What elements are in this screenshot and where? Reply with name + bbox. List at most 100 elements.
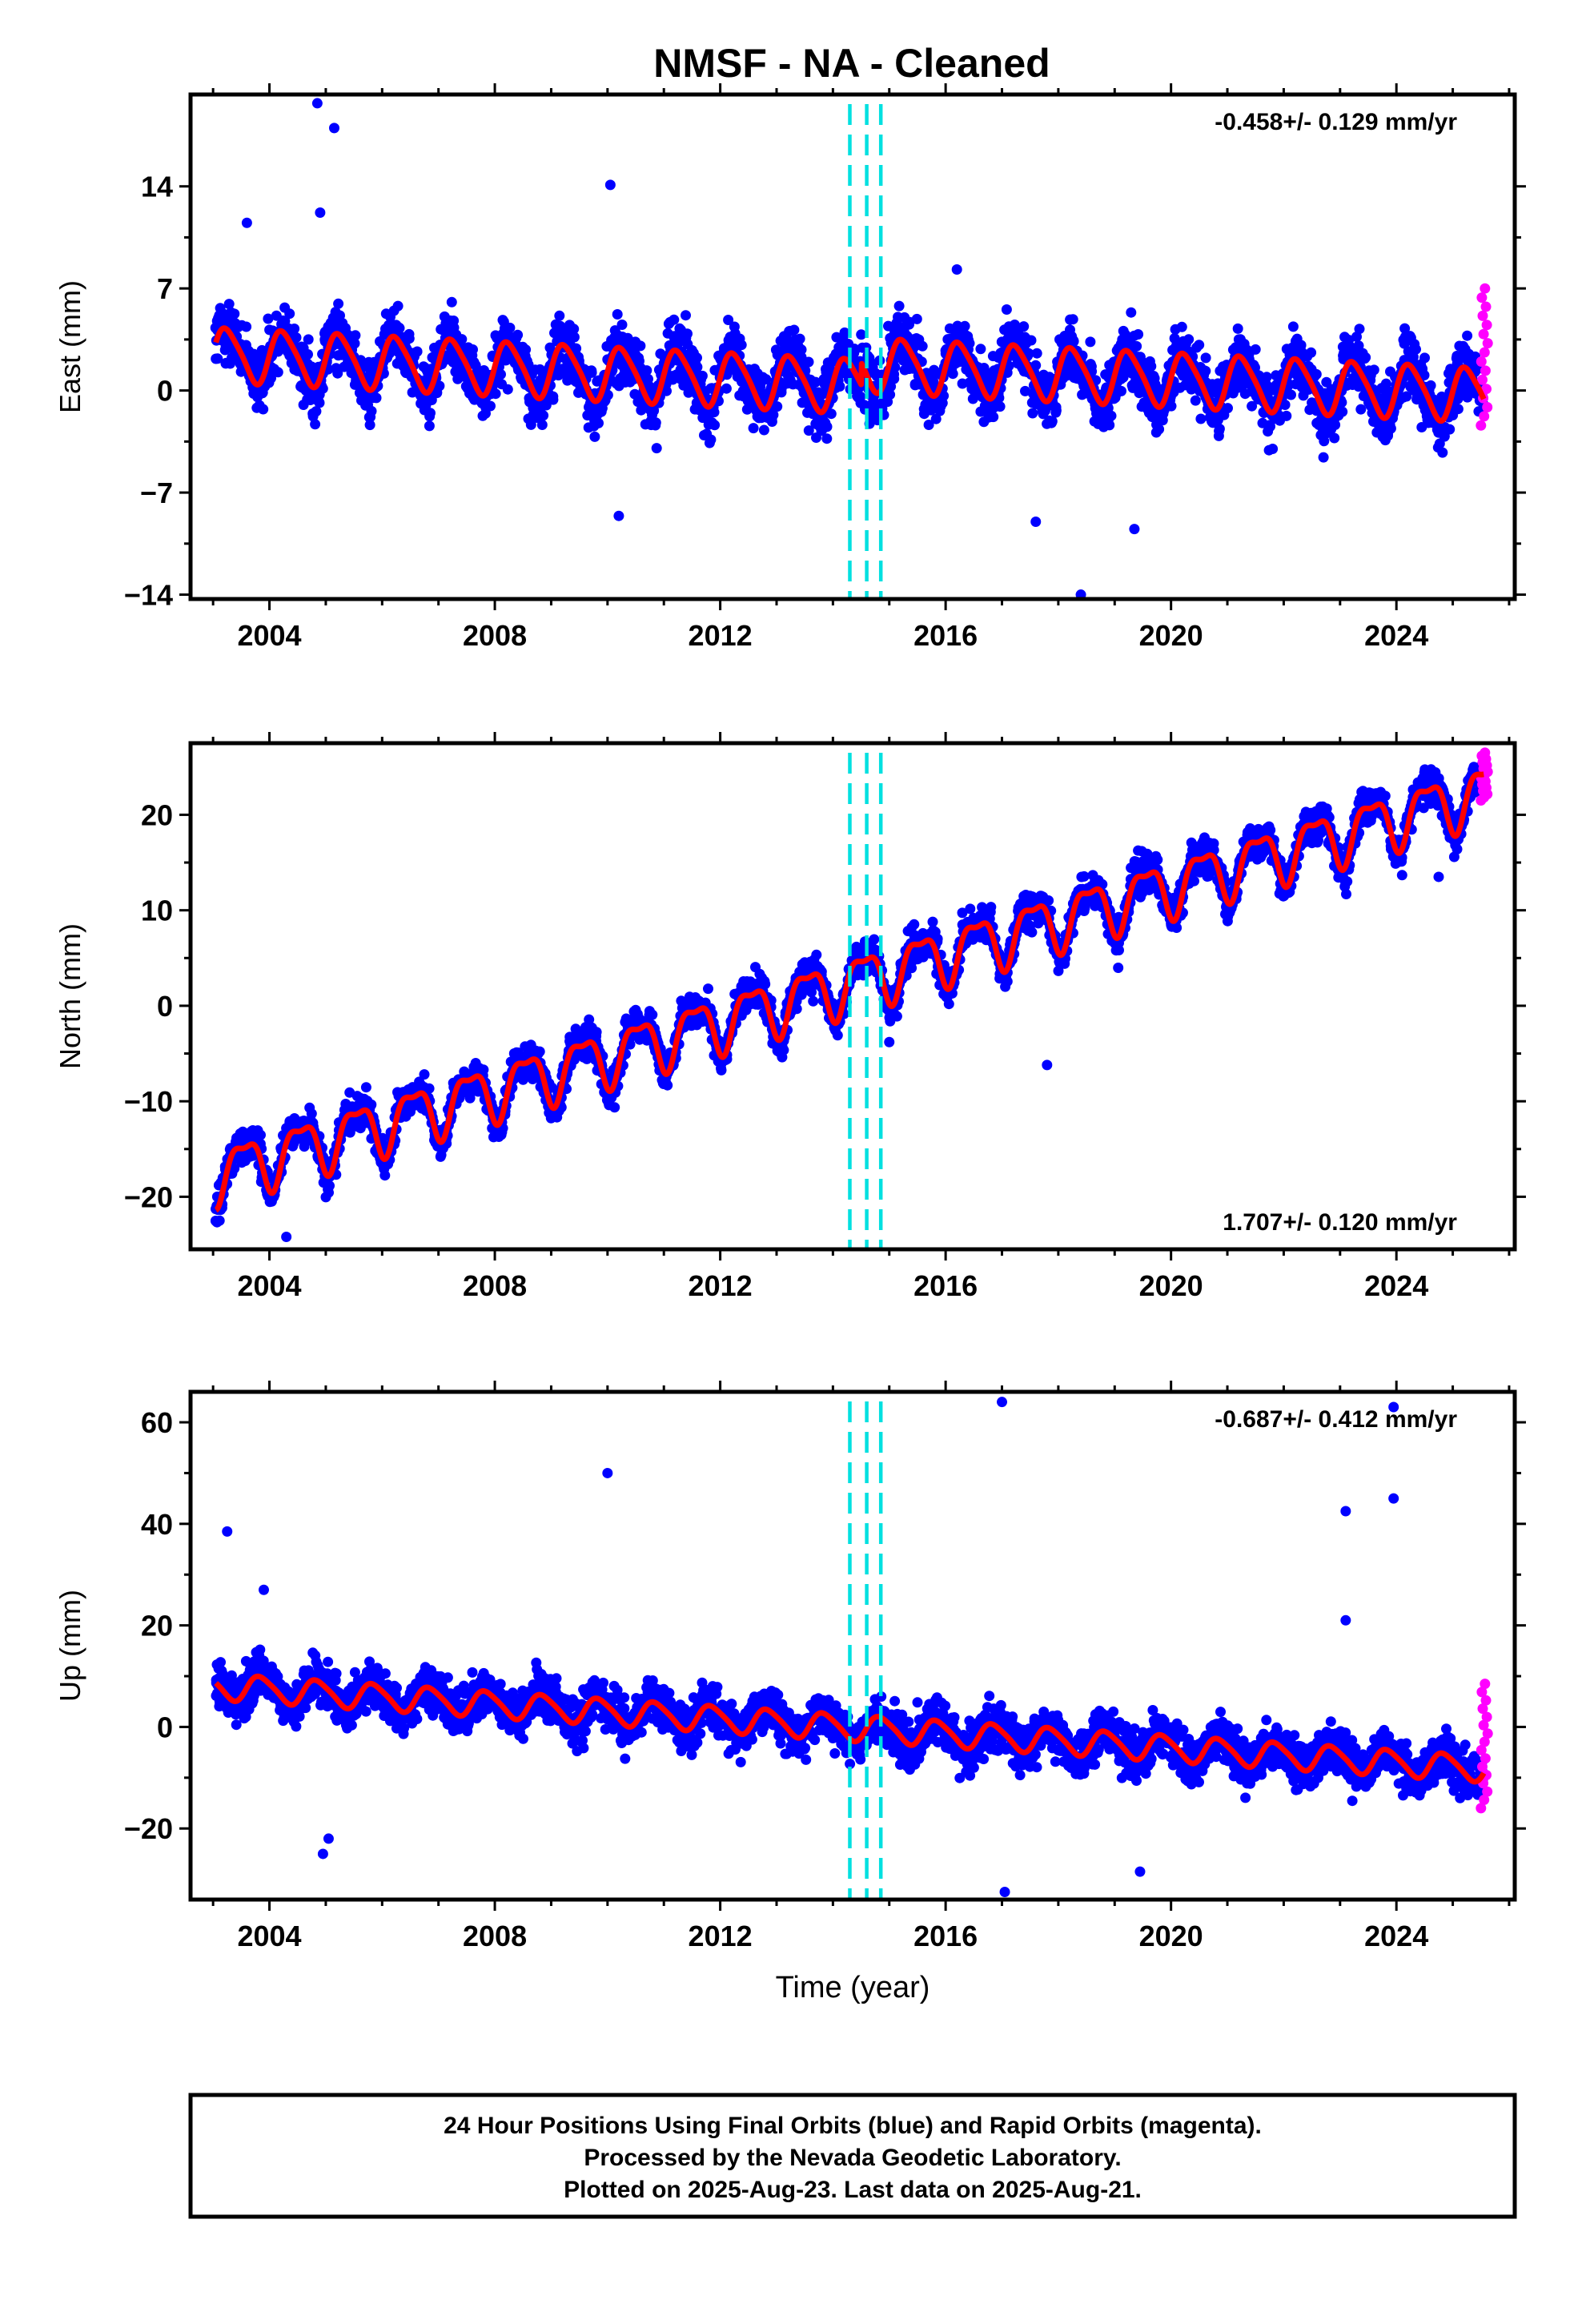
data-point-final [303,334,314,345]
data-point-final [263,313,274,324]
data-point-final [490,388,501,400]
data-point-final [1368,364,1379,376]
data-point-final [839,327,850,338]
data-point-final [586,367,597,378]
data-point-final [994,401,1006,412]
data-point-final [1195,413,1207,424]
data-point-final [1106,410,1117,421]
data-point-final [803,356,814,368]
y-tick-label: 0 [157,375,173,408]
data-point-final [1232,323,1243,334]
data-point-final [661,385,672,396]
data-point-final [602,389,613,400]
data-point-final [1200,365,1211,376]
data-point-outlier [613,510,624,521]
data-point-final [772,401,783,412]
data-point-final [1250,344,1261,355]
data-point-rapid [1480,283,1491,294]
data-point-rapid [1481,320,1492,331]
data-point-final [1018,321,1030,332]
data-point-final [1437,447,1448,458]
data-point-final [229,308,240,320]
data-point-final [748,423,759,434]
data-point-final [709,407,720,418]
data-point-final [223,299,235,310]
data-point-final [554,310,565,321]
data-point-final [366,405,377,416]
data-point-final [379,1170,391,1181]
y-tick-label: 14 [141,171,173,203]
data-point-rapid [1482,402,1493,412]
data-point-final [1444,424,1456,435]
data-point-final [648,404,659,416]
data-point-final [1183,334,1195,345]
data-point-final [434,380,445,392]
data-point-outlier [1030,516,1042,527]
y-tick-label: −14 [124,579,173,612]
data-point-final [811,949,822,960]
data-point-final [504,322,516,333]
data-point-final [311,406,322,417]
data-point-final [360,1082,371,1093]
plot-area [210,98,1493,599]
data-point-final [1318,452,1329,463]
data-point-final [1126,307,1137,318]
data-point-final [424,420,435,432]
data-point-final [1281,410,1292,421]
data-point-final [1133,329,1144,340]
data-point-final [825,408,837,420]
data-point-final [1411,344,1421,355]
data-point-final [975,344,986,355]
y-tick-label: 7 [157,272,173,305]
data-point-final [930,413,942,424]
data-point-final [394,323,405,334]
data-point-final [803,425,814,436]
data-point-final [682,328,693,340]
data-point-final [723,315,734,325]
data-point-final [446,296,457,308]
data-point-final [635,340,646,352]
data-point-final [258,404,269,415]
data-point-final [456,334,468,345]
data-point-final [349,338,360,349]
data-point-final [612,309,623,320]
data-point-rapid [1479,347,1490,358]
data-point-outlier [604,179,616,191]
data-point-final [310,419,321,430]
data-point-final [589,431,600,442]
data-point-final [869,934,880,945]
data-point-outlier [315,207,326,218]
data-point-final [404,333,415,344]
data-point-final [1026,335,1037,346]
data-point-final [760,979,771,990]
data-point-final [1176,321,1187,332]
data-point-final [1286,389,1296,400]
data-point-final [923,420,934,430]
data-point-final [520,344,532,356]
data-point-final [1267,444,1279,454]
data-point-final [1462,330,1473,341]
data-point-final [502,384,513,395]
data-point-final [1330,420,1341,430]
data-point-final [1067,314,1078,325]
data-point-final [755,381,766,392]
data-point-final [1050,405,1062,416]
y-axis-label: East (mm) [54,280,86,413]
data-point-final [538,410,549,421]
data-point-rapid [1476,292,1488,304]
data-point-final [808,995,819,1007]
data-point-final [548,394,559,405]
data-point-final [616,320,628,330]
data-point-final [1154,424,1165,435]
data-point-final [512,329,524,340]
data-point-final [641,365,652,376]
data-point-final [810,376,821,388]
data-point-final [272,367,283,378]
data-point-final [650,417,661,428]
data-point-final [1354,324,1365,335]
data-point-final [891,1011,902,1022]
data-point-rapid [1477,310,1488,321]
data-point-final [568,324,580,335]
